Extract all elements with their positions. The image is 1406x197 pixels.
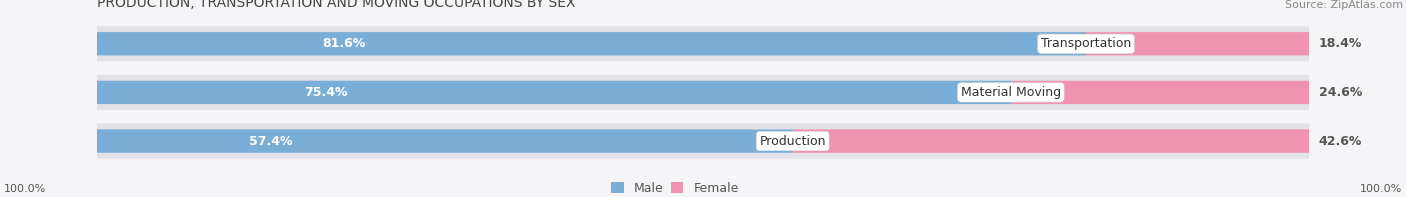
FancyBboxPatch shape	[97, 75, 1309, 110]
Text: Production: Production	[759, 135, 825, 148]
FancyBboxPatch shape	[1011, 81, 1309, 104]
Text: PRODUCTION, TRANSPORTATION AND MOVING OCCUPATIONS BY SEX: PRODUCTION, TRANSPORTATION AND MOVING OC…	[97, 0, 575, 10]
Text: Material Moving: Material Moving	[960, 86, 1062, 99]
FancyBboxPatch shape	[97, 129, 793, 153]
FancyBboxPatch shape	[97, 32, 1085, 55]
Text: 18.4%: 18.4%	[1319, 37, 1362, 50]
Text: Source: ZipAtlas.com: Source: ZipAtlas.com	[1285, 0, 1403, 10]
FancyBboxPatch shape	[97, 124, 1309, 159]
Text: 24.6%: 24.6%	[1319, 86, 1362, 99]
Text: Transportation: Transportation	[1040, 37, 1132, 50]
Legend: Male, Female: Male, Female	[612, 182, 738, 195]
FancyBboxPatch shape	[793, 129, 1309, 153]
FancyBboxPatch shape	[97, 81, 1011, 104]
FancyBboxPatch shape	[97, 26, 1309, 61]
FancyBboxPatch shape	[1085, 32, 1309, 55]
Text: 81.6%: 81.6%	[322, 37, 366, 50]
Text: 100.0%: 100.0%	[4, 184, 46, 194]
Text: 42.6%: 42.6%	[1319, 135, 1362, 148]
Text: 57.4%: 57.4%	[249, 135, 292, 148]
Text: 100.0%: 100.0%	[1360, 184, 1402, 194]
Text: 75.4%: 75.4%	[304, 86, 347, 99]
